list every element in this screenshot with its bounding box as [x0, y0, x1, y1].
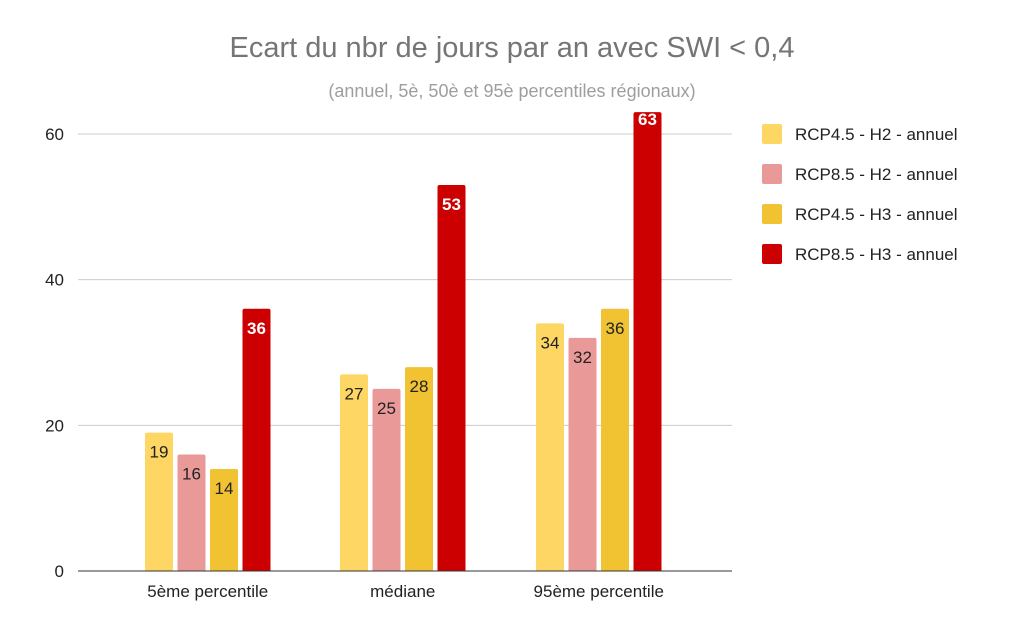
bar — [177, 454, 206, 571]
legend: RCP4.5 - H2 - annuel RCP8.5 - H2 - annuel… — [762, 124, 958, 264]
data-label: 32 — [573, 348, 592, 367]
data-label: 34 — [541, 333, 560, 352]
bar — [437, 184, 466, 571]
y-tick-label: 60 — [45, 125, 64, 144]
data-label: 19 — [150, 443, 169, 462]
data-label: 14 — [215, 479, 234, 498]
chart-title: Ecart du nbr de jours par an avec SWI < … — [230, 32, 795, 64]
x-axis-categories: 5ème percentile médiane 95ème percentile — [147, 582, 664, 601]
bar — [633, 112, 662, 572]
data-label: 53 — [442, 195, 461, 214]
x-category-label: 95ème percentile — [534, 582, 664, 601]
legend-label: RCP8.5 - H2 - annuel — [795, 165, 958, 184]
bar — [145, 432, 173, 571]
bar — [405, 367, 433, 571]
x-category-label: 5ème percentile — [147, 582, 268, 601]
legend-swatch — [762, 204, 782, 224]
legend-swatch — [762, 164, 782, 184]
legend-swatch — [762, 124, 782, 144]
legend-label: RCP8.5 - H3 - annuel — [795, 245, 958, 264]
bar — [568, 337, 597, 571]
data-label: 28 — [410, 377, 429, 396]
data-label: 36 — [247, 319, 266, 338]
bar — [340, 374, 368, 571]
bar — [372, 388, 401, 571]
y-tick-label: 20 — [45, 416, 64, 435]
data-label: 63 — [638, 110, 657, 129]
legend-swatch — [762, 244, 782, 264]
bar — [210, 469, 238, 571]
data-label: 27 — [345, 384, 364, 403]
y-tick-label: 40 — [45, 271, 64, 290]
data-label: 25 — [377, 399, 396, 418]
x-category-label: médiane — [370, 582, 435, 601]
y-axis-ticks: 0 20 40 60 — [45, 125, 64, 581]
bars — [145, 112, 662, 572]
data-label: 36 — [606, 319, 625, 338]
legend-label: RCP4.5 - H2 - annuel — [795, 125, 958, 144]
chart-subtitle: (annuel, 5è, 50è et 95è percentiles régi… — [328, 81, 695, 101]
legend-label: RCP4.5 - H3 - annuel — [795, 205, 958, 224]
data-labels: 19 16 14 36 27 25 28 53 34 32 36 63 — [150, 110, 657, 498]
bar — [601, 308, 629, 571]
bar — [242, 308, 271, 571]
data-label: 16 — [182, 464, 201, 483]
y-tick-label: 0 — [55, 562, 64, 581]
bar — [536, 323, 564, 571]
